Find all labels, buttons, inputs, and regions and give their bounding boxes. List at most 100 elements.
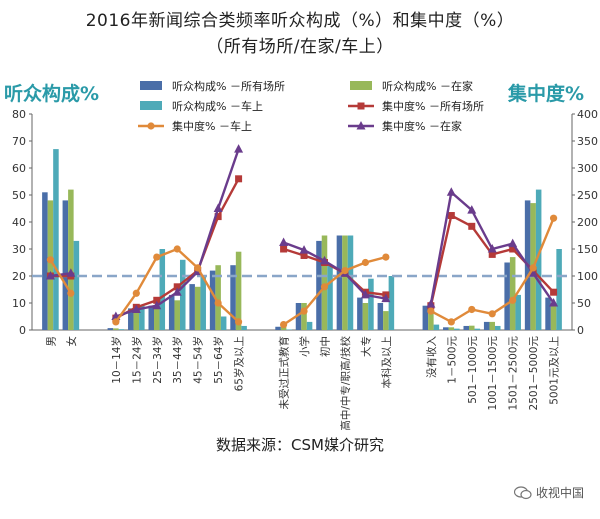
bar: [469, 325, 475, 330]
point: [529, 264, 537, 272]
bar: [68, 189, 74, 330]
point: [214, 299, 222, 307]
left-tick-label: 40: [12, 216, 26, 229]
point: [488, 250, 496, 258]
bar: [321, 235, 328, 330]
right-tick-label: 200: [577, 216, 598, 229]
point: [194, 264, 202, 272]
category-label: 35－44岁: [171, 336, 184, 384]
point: [549, 214, 558, 222]
watermark: 收视中国: [513, 484, 584, 501]
left-tick-label: 10: [12, 297, 26, 310]
point: [467, 205, 477, 214]
point: [360, 289, 370, 299]
category-label: 高中/中专/职高/技校: [339, 336, 352, 431]
bar: [316, 240, 322, 330]
point: [153, 253, 161, 261]
point: [131, 304, 141, 313]
bar: [133, 311, 140, 330]
bar: [159, 249, 166, 330]
point: [528, 268, 538, 277]
bar: [306, 321, 313, 330]
bar: [368, 278, 374, 330]
point: [381, 293, 391, 303]
point: [427, 307, 435, 315]
left-axis-title: 听众构成%: [4, 82, 99, 105]
bar: [443, 327, 449, 330]
category-label: 10－14岁: [110, 336, 123, 384]
bar: [448, 327, 455, 330]
bar: [357, 297, 363, 330]
data-source: 数据来源：CSM媒介研究: [216, 436, 384, 454]
left-tick-label: 30: [12, 243, 26, 256]
point: [320, 283, 329, 291]
category-label: 65岁及以上: [233, 336, 246, 391]
bar: [230, 265, 236, 330]
legend-label: 听众构成% －在家: [382, 79, 473, 93]
bar: [128, 308, 134, 330]
chart-title: 2016年新闻综合类频率听众构成（%）和集中度（%）: [85, 11, 515, 31]
category-label: 1501－2500元: [508, 336, 520, 411]
category-label: 初中: [319, 336, 332, 357]
bar: [220, 316, 227, 330]
point: [468, 305, 476, 314]
point: [67, 289, 75, 297]
bar: [327, 265, 333, 330]
point: [214, 213, 222, 221]
bar: [509, 257, 516, 330]
point: [447, 318, 455, 326]
point: [45, 271, 55, 280]
point: [300, 307, 308, 315]
bar: [209, 270, 216, 330]
category-label: 1001－1500元: [487, 336, 499, 411]
point: [446, 187, 456, 196]
bar: [53, 149, 59, 330]
category-label: 大专: [359, 336, 372, 357]
bar: [235, 251, 242, 330]
bar: [545, 297, 551, 330]
bar: [113, 328, 119, 330]
bar: [241, 325, 247, 330]
right-tick-label: 50: [577, 297, 591, 310]
bar: [286, 329, 292, 330]
point: [550, 288, 558, 296]
bar: [433, 324, 440, 330]
legend-label: 集中度% －车上: [172, 119, 252, 133]
category-label: 未受过正式教育: [278, 336, 291, 410]
right-tick-label: 350: [577, 135, 598, 148]
bar: [483, 321, 490, 330]
point: [341, 267, 349, 275]
point: [153, 296, 161, 304]
bar: [179, 259, 186, 330]
left-tick-label: 20: [12, 270, 26, 283]
point: [488, 310, 496, 318]
category-label: 小学: [298, 336, 311, 357]
category-label: 1－500元: [446, 336, 458, 384]
category-label: 本科及以上: [380, 336, 393, 389]
bar: [154, 308, 160, 330]
bar: [174, 300, 180, 330]
point: [300, 251, 308, 259]
left-tick-label: 70: [12, 135, 26, 148]
point: [173, 283, 181, 291]
bar: [515, 294, 521, 330]
bar: [454, 328, 460, 330]
bar: [139, 305, 145, 330]
bar: [504, 262, 510, 330]
bar: [275, 326, 281, 330]
left-tick-label: 50: [12, 189, 26, 202]
point: [279, 321, 288, 329]
category-label: 女: [65, 336, 78, 347]
point: [234, 144, 244, 153]
category-label: 25－34岁: [151, 336, 164, 384]
bar: [73, 240, 80, 330]
right-tick-label: 300: [577, 162, 598, 175]
category-label: 55－64岁: [212, 336, 225, 384]
bar: [47, 200, 54, 330]
legend-label: 听众构成% －车上: [172, 99, 263, 113]
bar: [107, 328, 114, 330]
bar: [463, 325, 470, 330]
right-tick-label: 100: [577, 270, 598, 283]
bar: [474, 328, 481, 330]
legend-swatch: [140, 81, 162, 90]
